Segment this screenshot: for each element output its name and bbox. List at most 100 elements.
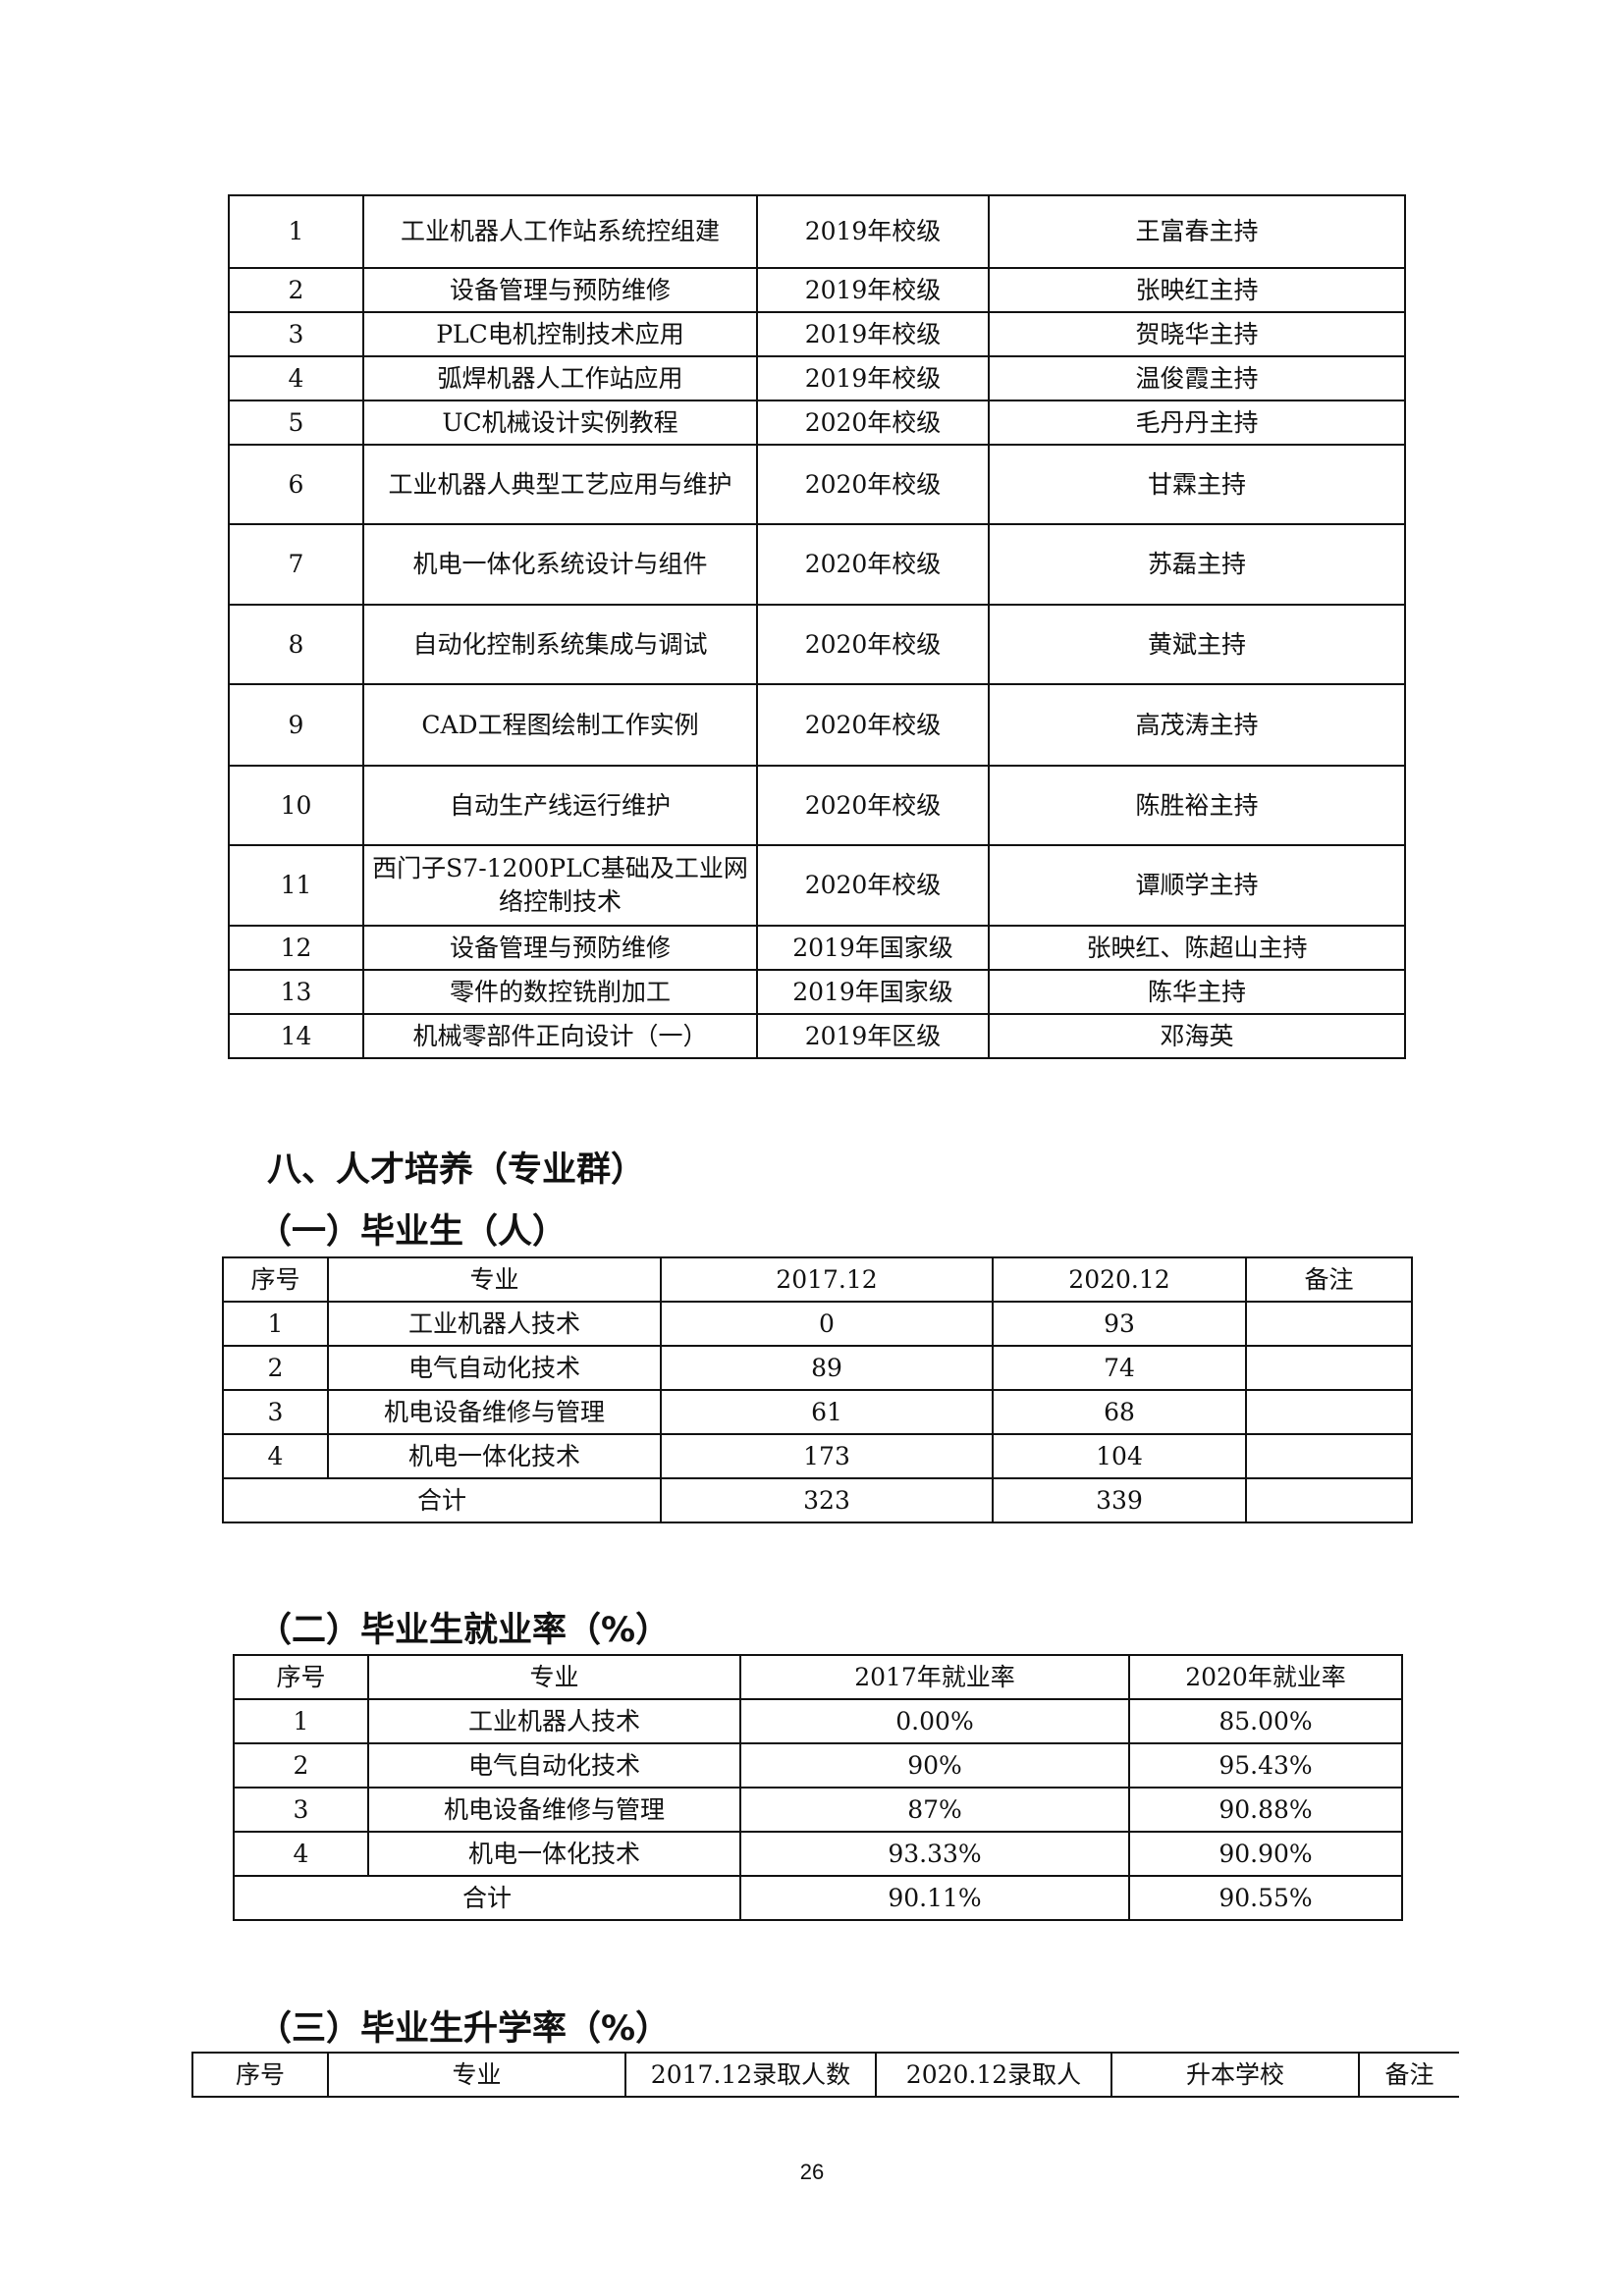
table-row: 3 机电设备维修与管理 87% 90.88% — [233, 1787, 1403, 1833]
table-cell: 2017年就业率 — [739, 1654, 1130, 1700]
table-cell: 专业 — [327, 1256, 662, 1303]
table-cell: 12 — [228, 925, 364, 971]
table-cell: 备注 — [1358, 2052, 1459, 2098]
table-row: 9 CAD工程图绘制工作实例 2020年校级 高茂涛主持 — [228, 683, 1406, 767]
table-row: 6 工业机器人典型工艺应用与维护 2020年校级 甘霖主持 — [228, 444, 1406, 525]
table-row: 1 工业机器人工作站系统控组建 2019年校级 王富春主持 — [228, 194, 1406, 269]
table-cell: 机电设备维修与管理 — [367, 1787, 741, 1833]
table-cell: 甘霖主持 — [988, 444, 1406, 525]
table-row: 3 机电设备维修与管理 61 68 — [222, 1389, 1413, 1435]
table-cell: 7 — [228, 523, 364, 606]
table-cell: 2017.12录取人数 — [624, 2052, 877, 2098]
table-cell: 2017.12 — [660, 1256, 994, 1303]
table-cell: 升本学校 — [1110, 2052, 1360, 2098]
table-cell: 4 — [228, 355, 364, 401]
textbook-table: 1 工业机器人工作站系统控组建 2019年校级 王富春主持 2 设备管理与预防维修 2019… — [228, 194, 1406, 1059]
table-cell: 2020年校级 — [756, 844, 990, 927]
table-cell: 2020.12 — [992, 1256, 1247, 1303]
table-cell: 4 — [222, 1433, 329, 1479]
table-row: 2 设备管理与预防维修 2019年校级 张映红主持 — [228, 267, 1406, 313]
table-row: 8 自动化控制系统集成与调试 2020年校级 黄斌主持 — [228, 604, 1406, 685]
table-cell: 机电一体化技术 — [367, 1831, 741, 1877]
table-cell: 序号 — [233, 1654, 369, 1700]
table-cell: 1 — [228, 194, 364, 269]
table-cell: 90% — [739, 1742, 1130, 1789]
table-row: 11 西门子S7-1200PLC基础及工业网络控制技术 2020年校级 谭顺学主持 — [228, 844, 1406, 927]
table-cell: 11 — [228, 844, 364, 927]
table-row: 1 工业机器人技术 0.00% 85.00% — [233, 1698, 1403, 1744]
table-cell: 工业机器人工作站系统控组建 — [362, 194, 758, 269]
table-cell: 10 — [228, 765, 364, 846]
table-cell: 工业机器人技术 — [327, 1301, 662, 1347]
table-cell: 323 — [660, 1477, 994, 1523]
table-cell: 陈胜裕主持 — [988, 765, 1406, 846]
table-cell — [1245, 1389, 1413, 1435]
table-row: 5 UC机械设计实例教程 2020年校级 毛丹丹主持 — [228, 400, 1406, 446]
table-cell: 合计 — [222, 1477, 662, 1523]
table-row: 2 电气自动化技术 90% 95.43% — [233, 1742, 1403, 1789]
table-cell: 14 — [228, 1013, 364, 1059]
table-cell: 机械零部件正向设计（一） — [362, 1013, 758, 1059]
table-cell: 90.55% — [1128, 1875, 1403, 1921]
table-cell: 85.00% — [1128, 1698, 1403, 1744]
table-cell: 104 — [992, 1433, 1247, 1479]
table-cell: 0 — [660, 1301, 994, 1347]
table-cell: 2019年校级 — [756, 267, 990, 313]
table-cell: 1 — [222, 1301, 329, 1347]
graduates-table: 序号 专业 2017.12 2020.12 备注 1 工业机器人技术 0 93 2 电气自动化技术 8… — [222, 1256, 1413, 1523]
table-cell: 贺晓华主持 — [988, 311, 1406, 357]
table-cell: 3 — [222, 1389, 329, 1435]
table-cell: 黄斌主持 — [988, 604, 1406, 685]
table-cell: 2019年校级 — [756, 194, 990, 269]
table-cell: 设备管理与预防维修 — [362, 267, 758, 313]
table-row: 7 机电一体化系统设计与组件 2020年校级 苏磊主持 — [228, 523, 1406, 606]
table-cell: 5 — [228, 400, 364, 446]
table-cell: 2019年国家级 — [756, 925, 990, 971]
table-cell: 90.11% — [739, 1875, 1130, 1921]
table-cell: 2 — [233, 1742, 369, 1789]
table-cell: 电气自动化技术 — [327, 1345, 662, 1391]
table-cell — [1245, 1301, 1413, 1347]
table-cell: 3 — [228, 311, 364, 357]
table-cell: 专业 — [367, 1654, 741, 1700]
table-cell — [1245, 1345, 1413, 1391]
table-cell — [1245, 1477, 1413, 1523]
table-cell: 2020年校级 — [756, 683, 990, 767]
table-cell: 设备管理与预防维修 — [362, 925, 758, 971]
table-cell: 2019年校级 — [756, 311, 990, 357]
table-cell: 2019年国家级 — [756, 969, 990, 1015]
table-cell: 弧焊机器人工作站应用 — [362, 355, 758, 401]
table-cell: UC机械设计实例教程 — [362, 400, 758, 446]
table-cell: 序号 — [222, 1256, 329, 1303]
section-title: 八、人才培养（专业群） — [267, 1150, 646, 1190]
table-cell: 谭顺学主持 — [988, 844, 1406, 927]
table-cell: 2019年校级 — [756, 355, 990, 401]
table-cell: 备注 — [1245, 1256, 1413, 1303]
table-cell: 合计 — [233, 1875, 741, 1921]
table-row: 3 PLC电机控制技术应用 2019年校级 贺晓华主持 — [228, 311, 1406, 357]
table-cell: 机电设备维修与管理 — [327, 1389, 662, 1435]
graduates-title: （一）毕业生（人） — [257, 1212, 568, 1252]
table-cell: 93.33% — [739, 1831, 1130, 1877]
table-cell: 90.90% — [1128, 1831, 1403, 1877]
table-cell: 自动生产线运行维护 — [362, 765, 758, 846]
further-study-table: 序号 专业 2017.12录取人数 2020.12录取人 升本学校 备注 — [191, 2052, 1459, 2098]
table-row: 合计 90.11% 90.55% — [233, 1875, 1403, 1921]
table-cell: 专业 — [327, 2052, 626, 2098]
table-cell: 机电一体化技术 — [327, 1433, 662, 1479]
table-cell: 毛丹丹主持 — [988, 400, 1406, 446]
table-cell: 2020年校级 — [756, 604, 990, 685]
table-cell: 4 — [233, 1831, 369, 1877]
table-cell: 2020年就业率 — [1128, 1654, 1403, 1700]
table-cell: 1 — [233, 1698, 369, 1744]
table-row: 4 弧焊机器人工作站应用 2019年校级 温俊霞主持 — [228, 355, 1406, 401]
table-cell: 2020年校级 — [756, 400, 990, 446]
table-cell: 0.00% — [739, 1698, 1130, 1744]
table-cell: 6 — [228, 444, 364, 525]
table-cell: 68 — [992, 1389, 1247, 1435]
table-cell: 2020年校级 — [756, 444, 990, 525]
table-cell: 零件的数控铣削加工 — [362, 969, 758, 1015]
table-cell: 90.88% — [1128, 1787, 1403, 1833]
table-cell: 173 — [660, 1433, 994, 1479]
table-cell: CAD工程图绘制工作实例 — [362, 683, 758, 767]
